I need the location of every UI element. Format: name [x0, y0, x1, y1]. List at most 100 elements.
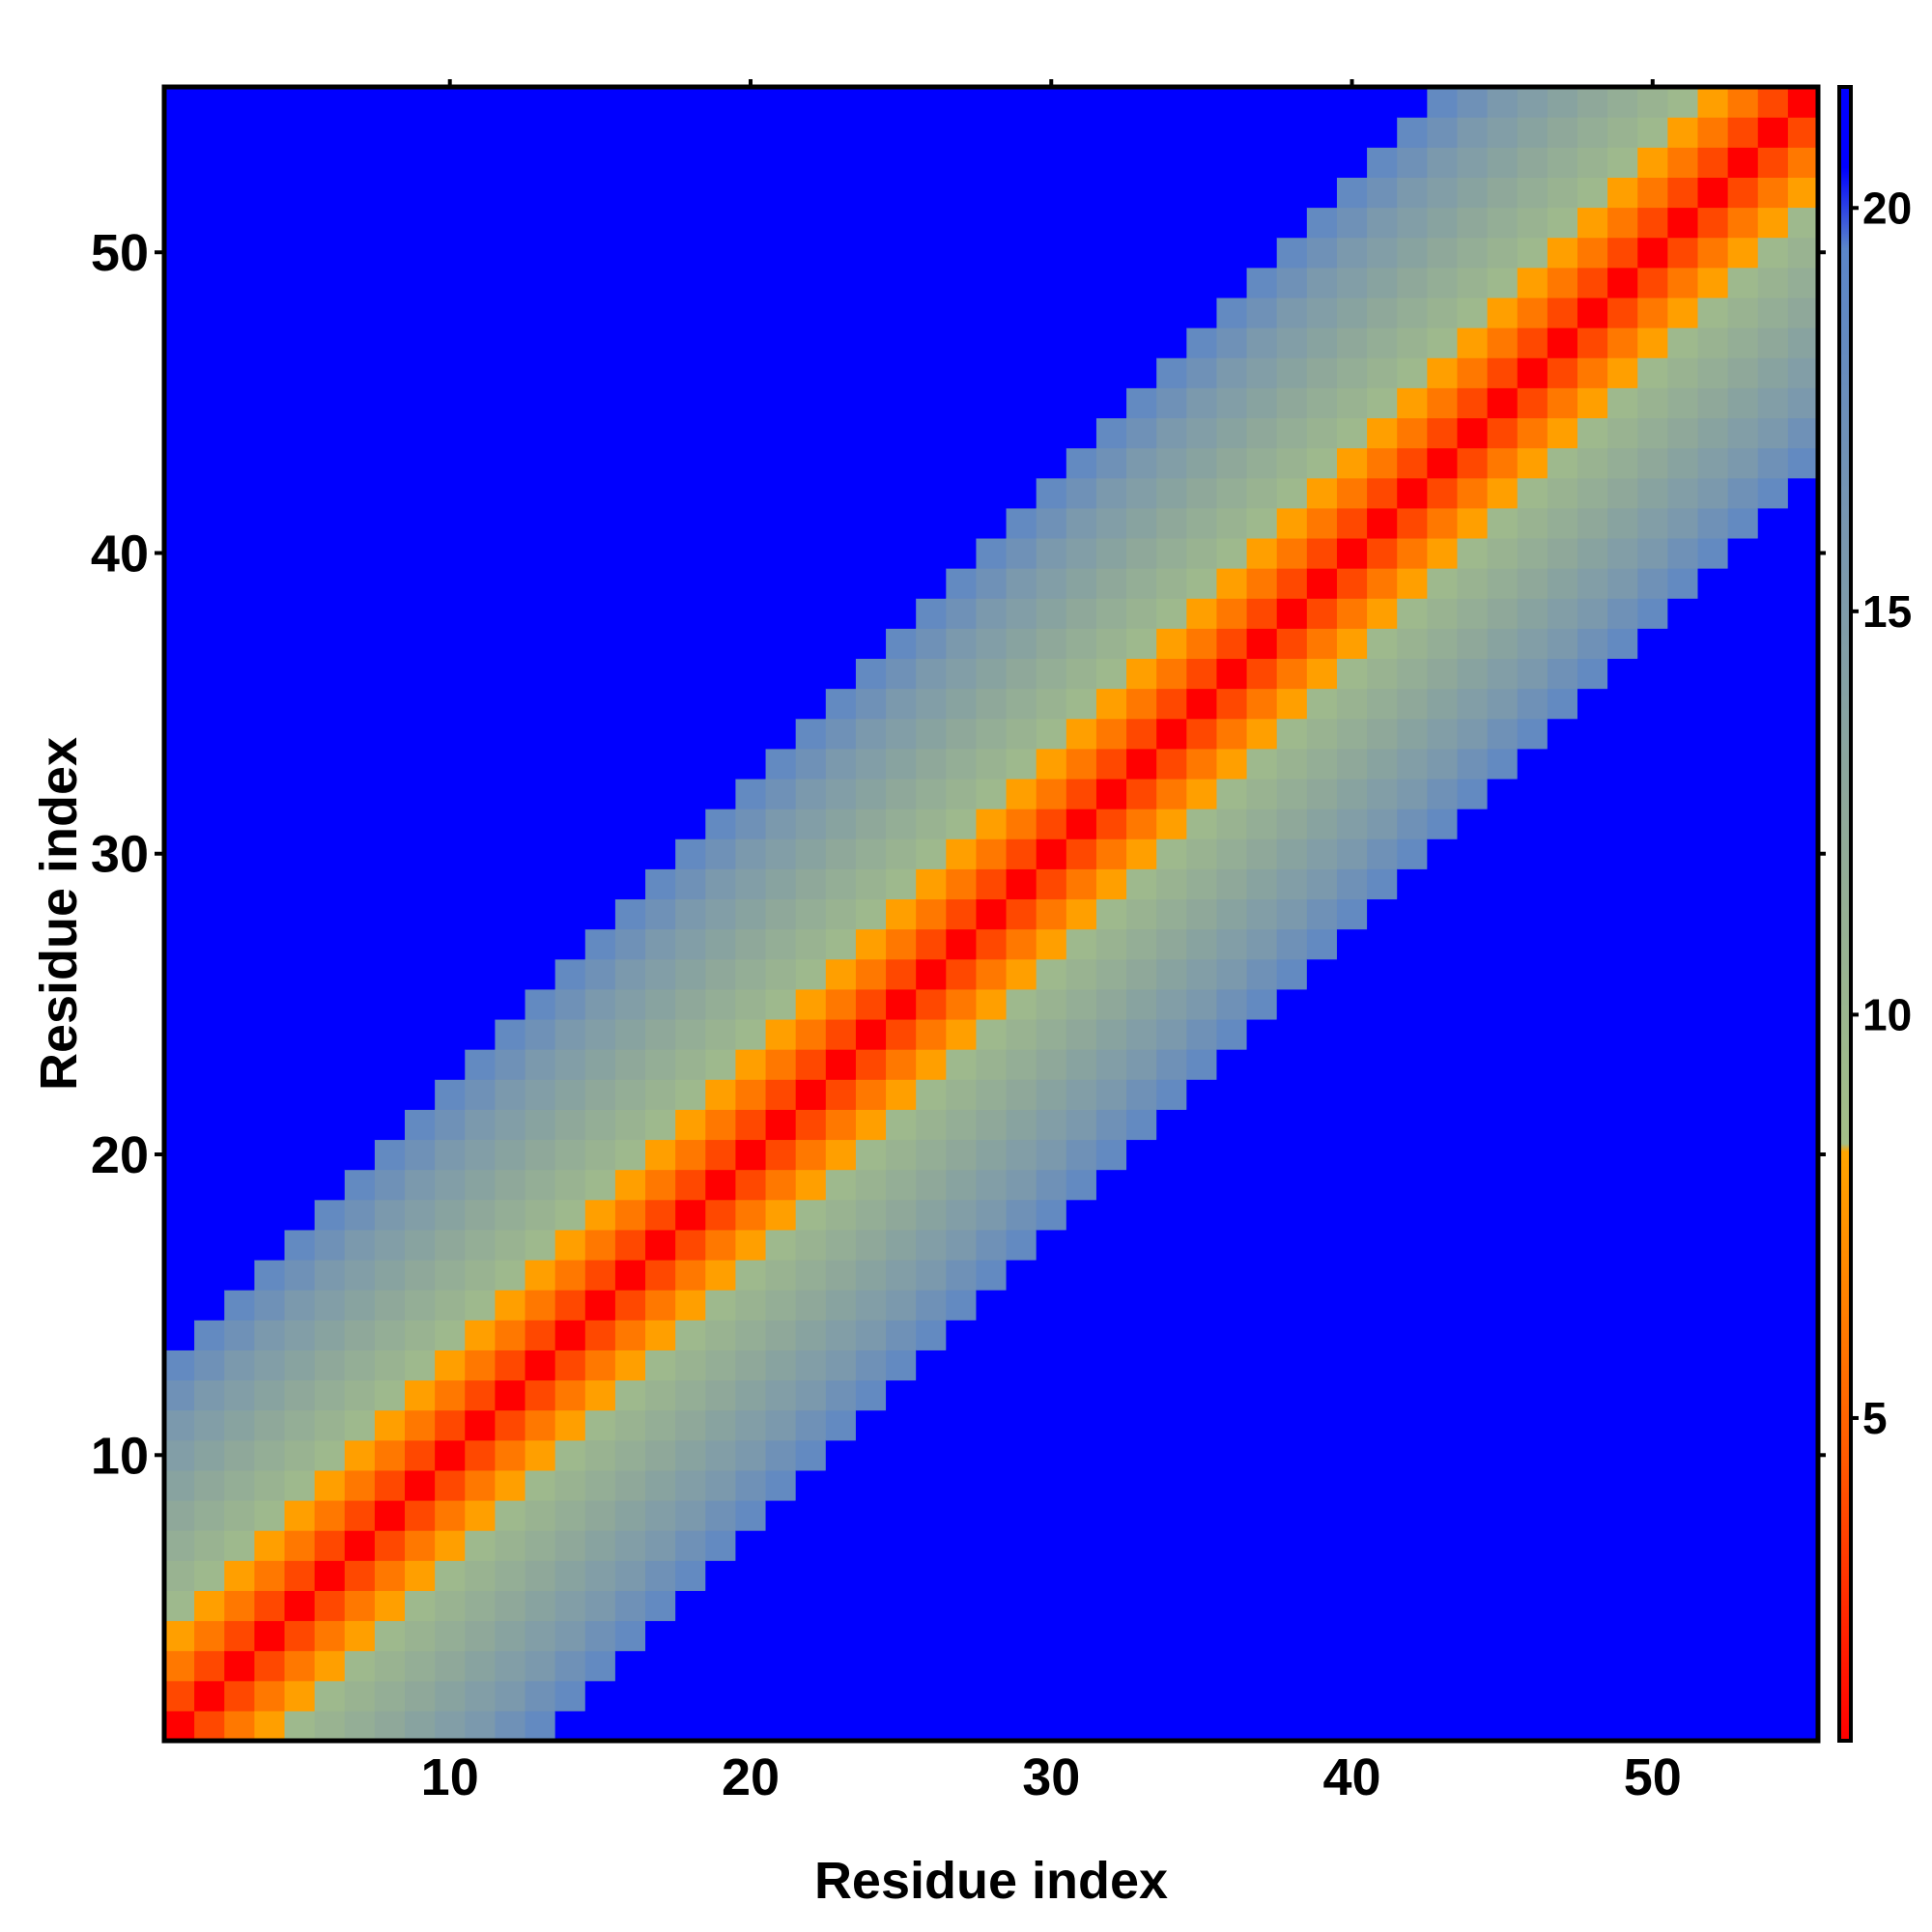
heatmap-cell	[916, 357, 947, 388]
heatmap-cell	[584, 868, 616, 900]
heatmap-cell	[825, 267, 857, 298]
heatmap-cell	[1246, 447, 1278, 479]
heatmap-cell	[1186, 1560, 1218, 1591]
heatmap-cell	[1246, 537, 1278, 569]
heatmap-cell	[1577, 628, 1608, 660]
heatmap-cell	[224, 898, 255, 930]
heatmap-cell	[1095, 1680, 1127, 1712]
heatmap-cell	[344, 1049, 376, 1080]
heatmap-cell	[1306, 898, 1338, 930]
heatmap-cell	[1156, 1169, 1187, 1201]
heatmap-cell	[1065, 237, 1097, 269]
heatmap-cell	[946, 1169, 978, 1201]
heatmap-cell	[1156, 1499, 1187, 1531]
heatmap-cell	[1336, 928, 1368, 960]
heatmap-cell	[1667, 297, 1699, 328]
heatmap-cell	[1667, 537, 1699, 569]
heatmap-cell	[374, 1259, 406, 1291]
heatmap-cell	[164, 207, 195, 239]
heatmap-cell	[405, 809, 436, 839]
heatmap-cell	[1276, 718, 1308, 750]
heatmap-cell	[254, 297, 286, 328]
heatmap-cell	[1577, 1710, 1608, 1742]
heatmap-cell	[1006, 147, 1037, 178]
heatmap-cell	[1246, 958, 1278, 990]
heatmap-cell	[675, 1530, 706, 1561]
heatmap-cell	[916, 988, 947, 1020]
heatmap-cell	[614, 1620, 646, 1652]
heatmap-cell	[1457, 297, 1489, 328]
heatmap-cell	[645, 1320, 676, 1350]
heatmap-cell	[1276, 267, 1308, 298]
heatmap-cell	[254, 838, 286, 869]
heatmap-cell	[164, 988, 195, 1020]
heatmap-cell	[1126, 387, 1157, 418]
heatmap-cell	[1697, 809, 1729, 839]
heatmap-cell	[825, 327, 857, 358]
heatmap-cell	[1547, 177, 1578, 209]
heatmap-cell	[916, 598, 947, 629]
heatmap-cell	[1577, 147, 1608, 178]
heatmap-cell	[1667, 1560, 1699, 1591]
heatmap-cell	[1006, 537, 1037, 569]
heatmap-cell	[1336, 958, 1368, 990]
heatmap-cell	[855, 237, 887, 269]
heatmap-cell	[886, 928, 917, 960]
heatmap-cell	[194, 1469, 225, 1501]
heatmap-cell	[1246, 1530, 1278, 1561]
heatmap-cell	[735, 177, 767, 209]
heatmap-cell	[554, 658, 586, 690]
heatmap-cell	[1367, 658, 1398, 690]
heatmap-cell	[1367, 357, 1398, 388]
heatmap-cell	[1156, 688, 1187, 720]
heatmap-cell	[795, 658, 827, 690]
heatmap-cell	[1336, 1049, 1368, 1080]
heatmap-cell	[1276, 477, 1308, 509]
heatmap-cell	[1156, 447, 1187, 479]
heatmap-cell	[916, 1169, 947, 1201]
heatmap-cell	[284, 718, 316, 750]
heatmap-cell	[1336, 1409, 1368, 1441]
heatmap-cell	[344, 868, 376, 900]
heatmap-cell	[554, 1290, 586, 1321]
heatmap-cell	[1036, 958, 1067, 990]
heatmap-cell	[254, 1139, 286, 1171]
heatmap-cell	[405, 568, 436, 599]
heatmap-cell	[1787, 507, 1819, 539]
heatmap-cell	[1457, 628, 1489, 660]
heatmap-cell	[1457, 177, 1489, 209]
heatmap-cell	[916, 447, 947, 479]
heatmap-cell	[254, 1439, 286, 1471]
heatmap-cell	[194, 748, 225, 780]
heatmap-cell	[1427, 1320, 1459, 1350]
heatmap-cell	[675, 477, 706, 509]
heatmap-cell	[1095, 147, 1127, 178]
heatmap-cell	[1306, 1710, 1338, 1742]
heatmap-cell	[554, 838, 586, 869]
heatmap-cell	[1156, 988, 1187, 1020]
heatmap-cell	[1457, 1018, 1489, 1050]
heatmap-cell	[495, 1650, 526, 1682]
heatmap-cell	[916, 507, 947, 539]
heatmap-cell	[1306, 207, 1338, 239]
heatmap-cell	[795, 1259, 827, 1291]
heatmap-cell	[374, 447, 406, 479]
heatmap-cell	[916, 868, 947, 900]
heatmap-cell	[1006, 1530, 1037, 1561]
heatmap-cell	[1036, 1680, 1067, 1712]
heatmap-cell	[795, 387, 827, 418]
heatmap-cell	[946, 147, 978, 178]
heatmap-cell	[1006, 1290, 1037, 1321]
heatmap-cell	[1367, 387, 1398, 418]
heatmap-cell	[1276, 1109, 1308, 1141]
heatmap-cell	[314, 1590, 346, 1622]
heatmap-cell	[224, 1018, 255, 1050]
heatmap-cell	[1216, 1710, 1248, 1742]
heatmap-cell	[1336, 1379, 1368, 1411]
heatmap-cell	[1667, 1350, 1699, 1381]
heatmap-cell	[254, 1199, 286, 1231]
heatmap-cell	[1577, 1499, 1608, 1531]
heatmap-cell	[705, 1290, 737, 1321]
heatmap-cell	[765, 327, 797, 358]
heatmap-cell	[855, 357, 887, 388]
